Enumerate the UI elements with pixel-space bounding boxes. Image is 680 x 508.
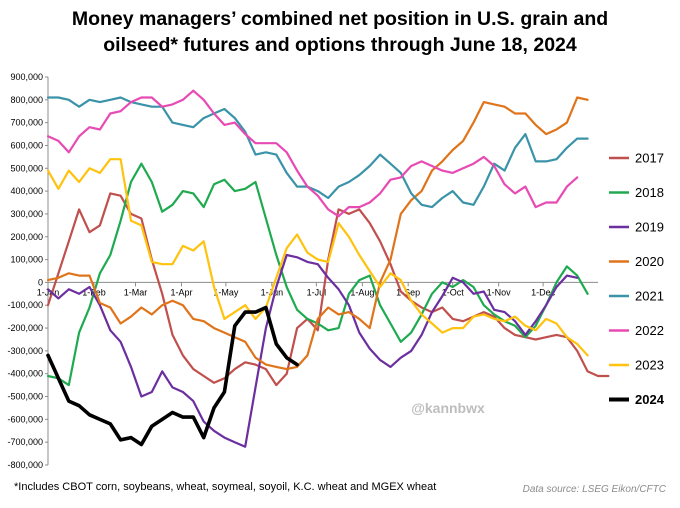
- y-tick-label: 600,000: [10, 140, 43, 150]
- x-tick-label: 1-Jul: [307, 287, 327, 297]
- x-tick-label: 1-Aug: [350, 287, 374, 297]
- x-tick-label: 1-May: [213, 287, 239, 297]
- y-tick-label: -100,000: [7, 300, 43, 310]
- y-tick-label: -300,000: [7, 346, 43, 356]
- legend-label-2022: 2022: [635, 323, 664, 338]
- legend-label-2023: 2023: [635, 358, 664, 373]
- series-line-2023: [46, 158, 589, 357]
- data-source-note: Data source: LSEG Eikon/CFTC: [522, 484, 666, 495]
- chart-legend: 2017 2018 2019 2020 2021 2022 2023 2024: [609, 151, 665, 407]
- chart-title-line-1: Money managers’ combined net position in…: [71, 8, 609, 30]
- x-tick-label: 1-Jan: [37, 287, 60, 297]
- y-tick-label: 300,000: [10, 209, 43, 219]
- legend-label-2020: 2020: [635, 254, 664, 269]
- y-tick-label: 100,000: [10, 255, 43, 265]
- x-tick-label: 1-Mar: [124, 287, 148, 297]
- y-tick-label: -400,000: [7, 369, 43, 379]
- y-tick-label: 800,000: [10, 95, 43, 105]
- series-line-2019: [46, 253, 579, 448]
- y-tick-label: 200,000: [10, 232, 43, 242]
- chart-axes: 900,000 800,000 700,000 600,000 500,000 400,0…: [7, 72, 598, 470]
- chart-title: Money managers’ combined net position in…: [0, 6, 680, 58]
- y-tick-label: 0: [38, 277, 43, 287]
- x-tick-label: 1-Oct: [442, 287, 465, 297]
- chart-series-lines: [46, 89, 610, 448]
- y-tick-label: 400,000: [10, 186, 43, 196]
- y-tick-label: 700,000: [10, 118, 43, 128]
- y-tick-label: -200,000: [7, 323, 43, 333]
- series-line-2021: [46, 96, 589, 209]
- x-tick-label: 1-Dec: [531, 287, 556, 297]
- x-tick-label: 1-Nov: [487, 287, 512, 297]
- footnote: *Includes CBOT corn, soybeans, wheat, so…: [14, 481, 437, 493]
- y-tick-label: -600,000: [7, 414, 43, 424]
- y-tick-label: -700,000: [7, 437, 43, 447]
- legend-label-2019: 2019: [635, 220, 664, 235]
- legend-label-2024: 2024: [635, 392, 665, 407]
- chart-title-line-2: oilseed* futures and options through Jun…: [103, 34, 577, 56]
- watermark-text: @kannbwx: [411, 400, 485, 416]
- y-tick-label: -800,000: [7, 460, 43, 470]
- x-tick-label: 1-Apr: [170, 287, 192, 297]
- series-line-2024: [46, 305, 299, 447]
- legend-label-2017: 2017: [635, 151, 664, 166]
- legend-label-2021: 2021: [635, 289, 664, 304]
- series-line-2020: [46, 96, 589, 371]
- y-tick-label: 900,000: [10, 72, 43, 82]
- series-line-2022: [46, 89, 579, 218]
- legend-label-2018: 2018: [635, 185, 664, 200]
- y-tick-label: -500,000: [7, 392, 43, 402]
- y-tick-label: 500,000: [10, 163, 43, 173]
- series-line-2018: [46, 162, 589, 387]
